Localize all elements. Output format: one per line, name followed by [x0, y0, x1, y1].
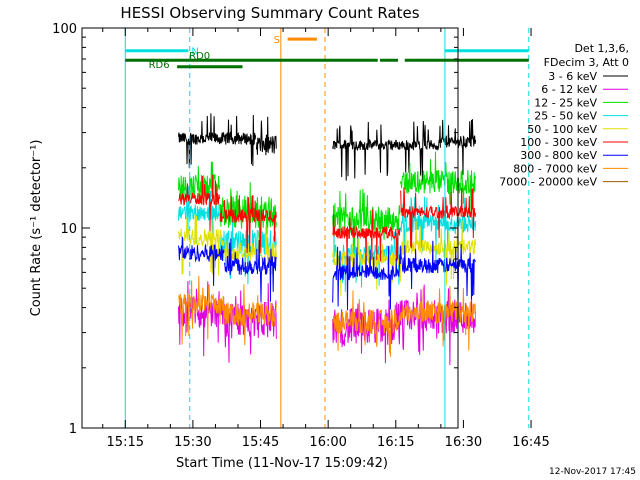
overlay-layer: N S RD0 RD6: [124, 28, 530, 428]
legend-label-4: 50 - 100 keV: [527, 123, 597, 136]
x-axis-label: Start Time (11-Nov-17 15:09:42): [176, 456, 388, 471]
axis-layer: 15:15 15:30 15:45 16:00 16:15 16:30 16:45 1 10 10…: [52, 22, 550, 450]
flag-bar-label-2: S: [274, 35, 280, 46]
series-6: [178, 236, 477, 311]
x-tick-label-0: 15:15: [107, 435, 144, 450]
series-4-segment-3: [399, 220, 477, 286]
legend-label-8: 7000 - 20000 keV: [499, 176, 597, 189]
legend-label-0: 3 - 6 keV: [548, 70, 597, 83]
series-5: [178, 174, 477, 267]
series-7-segment-1: [224, 284, 277, 346]
legend-label-2: 12 - 25 keV: [534, 96, 597, 109]
legend-label-1: 6 - 12 keV: [541, 83, 597, 96]
legend-header-line-1: Det 1,3,6,: [574, 42, 629, 55]
series-6-segment-1: [224, 238, 277, 303]
series-7-segment-3: [399, 286, 477, 351]
y-tick-label-1: 10: [60, 222, 77, 237]
legend-label-5: 100 - 300 keV: [520, 136, 597, 149]
series-5-segment-2: [332, 209, 401, 267]
series-7-segment-0: [178, 275, 225, 345]
y-tick-label-0: 1: [69, 422, 77, 437]
x-tick-label-5: 16:30: [445, 435, 482, 450]
series-layer: [178, 113, 477, 366]
series-6-segment-0: [178, 236, 225, 286]
x-tick-label-6: 16:45: [512, 435, 549, 450]
series-5-segment-3: [399, 187, 477, 249]
series-7-segment-2: [332, 290, 401, 357]
flag-bar-label-0: N: [191, 47, 198, 58]
legend-label-3: 25 - 50 keV: [534, 110, 597, 123]
series-7: [178, 275, 477, 357]
footer-date: 12-Nov-2017 17:45: [549, 467, 636, 477]
legend-label-7: 800 - 7000 keV: [513, 162, 597, 175]
series-6-segment-3: [399, 240, 477, 303]
series-3-segment-3: [399, 196, 477, 264]
x-tick-label-3: 16:00: [309, 435, 346, 450]
y-tick-label-2: 100: [52, 22, 77, 37]
chart-title: HESSI Observing Summary Count Rates: [120, 4, 419, 22]
x-tick-label-1: 15:30: [174, 435, 211, 450]
series-3-segment-0: [178, 185, 220, 244]
flag-label-0: RD0: [189, 51, 210, 62]
legend-header-line-2: FDecim 3, Att 0: [544, 56, 629, 69]
flag-label-1: RD6: [149, 60, 170, 71]
series-5-segment-1: [219, 195, 277, 254]
series-6-segment-2: [332, 246, 401, 311]
series-0-segment-0: [178, 113, 257, 169]
y-axis-label: Count Rate (s⁻¹ detector⁻¹): [29, 140, 44, 317]
series-2-segment-3: [399, 151, 477, 218]
series-0-segment-1: [255, 116, 277, 156]
series-4-segment-1: [224, 224, 277, 275]
series-2-segment-2: [332, 188, 401, 258]
legend-label-6: 300 - 800 keV: [520, 149, 597, 162]
series-5-segment-0: [178, 174, 220, 232]
x-tick-label-2: 15:45: [242, 435, 279, 450]
x-tick-label-4: 16:15: [377, 435, 414, 450]
series-0-segment-2: [332, 120, 441, 182]
series-4-segment-0: [178, 214, 225, 276]
